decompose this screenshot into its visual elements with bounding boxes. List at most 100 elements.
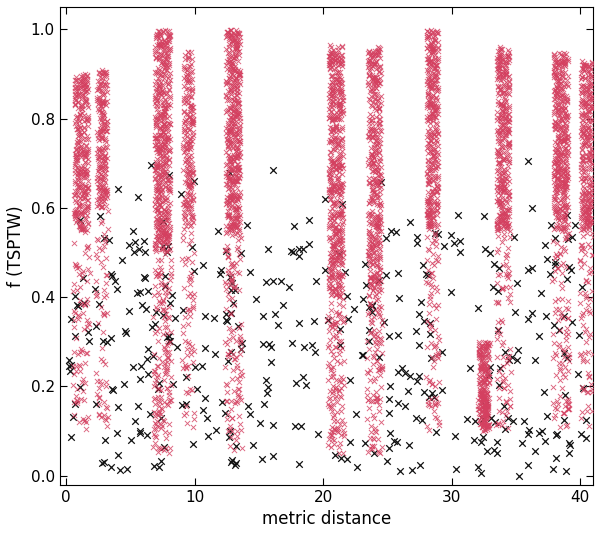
Point [499, 164, 509, 173]
Point [554, 183, 563, 192]
Point [232, 130, 242, 139]
Point [425, 147, 435, 155]
Point [184, 339, 194, 348]
Point [426, 193, 436, 201]
Point [425, 193, 434, 202]
Point [560, 103, 569, 112]
Point [154, 218, 163, 227]
Point [325, 213, 335, 221]
Point [555, 365, 565, 374]
Point [559, 186, 568, 194]
Point [224, 198, 234, 207]
Point [425, 216, 434, 225]
Point [154, 216, 163, 224]
Point [152, 219, 161, 228]
Point [143, 287, 152, 295]
Point [188, 190, 198, 199]
Point [508, 417, 518, 426]
Point [577, 221, 586, 230]
Point [164, 232, 173, 241]
Point [325, 164, 334, 173]
Point [489, 446, 499, 454]
Point [557, 62, 567, 71]
Point [187, 66, 197, 75]
Point [98, 181, 107, 190]
Point [224, 74, 233, 83]
Point [151, 175, 160, 184]
Point [550, 70, 560, 78]
Point [155, 37, 164, 46]
Point [95, 400, 104, 408]
Point [337, 78, 346, 87]
Point [329, 354, 338, 362]
Point [73, 301, 82, 310]
Point [336, 377, 346, 386]
Point [80, 92, 90, 101]
Point [553, 157, 563, 166]
Point [584, 128, 593, 137]
Point [369, 125, 379, 133]
Point [368, 215, 377, 223]
Point [164, 231, 173, 240]
Point [154, 88, 164, 97]
Point [335, 337, 344, 345]
Point [425, 219, 435, 227]
Point [579, 102, 589, 110]
Point [377, 303, 386, 311]
Point [549, 192, 559, 201]
Point [497, 136, 506, 144]
Point [559, 187, 568, 196]
Point [424, 47, 433, 56]
Point [369, 140, 379, 149]
Point [137, 300, 146, 309]
Point [158, 228, 167, 236]
Point [332, 85, 342, 93]
Point [493, 223, 503, 232]
Point [427, 166, 437, 175]
Point [425, 92, 435, 101]
Point [581, 338, 590, 347]
Point [561, 166, 571, 174]
Point [325, 80, 334, 89]
Point [374, 105, 384, 113]
Point [156, 36, 166, 45]
Point [232, 44, 242, 53]
Point [226, 126, 235, 135]
Point [376, 171, 386, 179]
Point [368, 48, 377, 57]
Point [337, 88, 347, 96]
Point [79, 274, 88, 282]
Point [551, 267, 560, 276]
Point [232, 177, 242, 186]
Point [232, 223, 241, 232]
Point [232, 435, 241, 444]
Point [331, 146, 340, 154]
Point [74, 117, 84, 126]
Point [499, 209, 509, 218]
Point [555, 163, 565, 172]
Point [371, 427, 380, 435]
Point [233, 268, 242, 277]
Point [185, 62, 194, 70]
Point [371, 139, 380, 148]
Point [364, 292, 374, 300]
Point [178, 328, 188, 337]
Point [498, 156, 508, 164]
Point [477, 388, 487, 397]
Point [425, 219, 435, 228]
Point [482, 421, 492, 430]
Point [584, 107, 593, 116]
Point [227, 225, 237, 234]
Point [562, 172, 571, 181]
Point [83, 103, 93, 111]
Point [186, 181, 196, 190]
Point [557, 166, 566, 175]
Point [494, 366, 503, 375]
Point [154, 55, 164, 63]
Point [364, 250, 374, 259]
Point [74, 126, 83, 135]
Point [375, 448, 385, 457]
Point [183, 48, 193, 56]
Point [587, 179, 597, 187]
Point [455, 247, 465, 256]
